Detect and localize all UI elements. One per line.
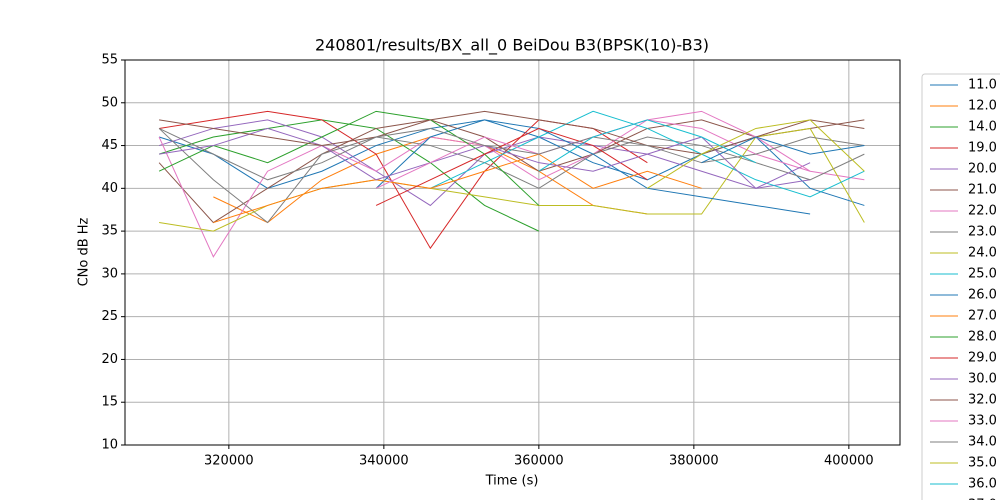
series-line: [538, 119, 757, 172]
y-tick-label: 30: [101, 266, 118, 281]
x-tick-label: 400000: [824, 454, 874, 469]
series-line: [158, 128, 865, 224]
legend-label: 24.0: [968, 246, 997, 261]
legend-label: 11.0: [968, 78, 997, 93]
legend-label: 25.0: [968, 267, 997, 282]
series-line: [375, 127, 648, 206]
x-tick-label: 380000: [669, 454, 719, 469]
legend-label: 23.0: [968, 225, 997, 240]
legend-label: 36.0: [968, 477, 997, 492]
y-tick-label: 15: [101, 395, 118, 410]
y-tick-label: 20: [101, 352, 118, 367]
y-tick-label: 10: [101, 438, 118, 453]
legend-label: 19.0: [968, 141, 997, 156]
series-line: [159, 110, 865, 155]
legend-box: [921, 73, 1000, 500]
x-tick-label: 340000: [359, 454, 409, 469]
legend-label: 26.0: [968, 288, 997, 303]
series-line: [158, 127, 865, 181]
legend-label: 27.0: [968, 309, 997, 324]
x-tick-label: 320000: [204, 454, 254, 469]
legend-label: 33.0: [968, 414, 997, 429]
legend-label: 12.0: [968, 99, 997, 114]
x-axis-label: Time (s): [485, 474, 539, 489]
legend-label: 34.0: [968, 435, 997, 450]
legend-label: 28.0: [968, 330, 997, 345]
legend-label: 21.0: [968, 183, 997, 198]
x-tick-label: 360000: [514, 454, 564, 469]
legend-label: 37.0: [968, 498, 997, 500]
chart-title: 240801/results/BX_all_0 BeiDou B3(BPSK(1…: [315, 36, 709, 56]
y-tick-label: 25: [101, 309, 118, 324]
legend-label: 35.0: [968, 456, 997, 471]
legend-label: 29.0: [968, 351, 997, 366]
series-line: [647, 119, 865, 189]
y-tick-label: 40: [101, 181, 118, 196]
legend-label: 14.0: [968, 120, 997, 135]
y-tick-label: 50: [101, 95, 118, 110]
plot-frame: [124, 59, 901, 446]
series-line: [213, 153, 702, 224]
y-tick-label: 35: [101, 224, 118, 239]
legend-label: 32.0: [968, 393, 997, 408]
y-tick-label: 55: [101, 53, 118, 68]
legend-label: 20.0: [968, 162, 997, 177]
y-axis-label: CNo dB Hz: [77, 217, 92, 286]
y-tick-label: 45: [101, 138, 118, 153]
series-line: [701, 136, 865, 164]
legend-label: 30.0: [968, 372, 997, 387]
series-line: [430, 110, 865, 198]
legend-label: 22.0: [968, 204, 997, 219]
